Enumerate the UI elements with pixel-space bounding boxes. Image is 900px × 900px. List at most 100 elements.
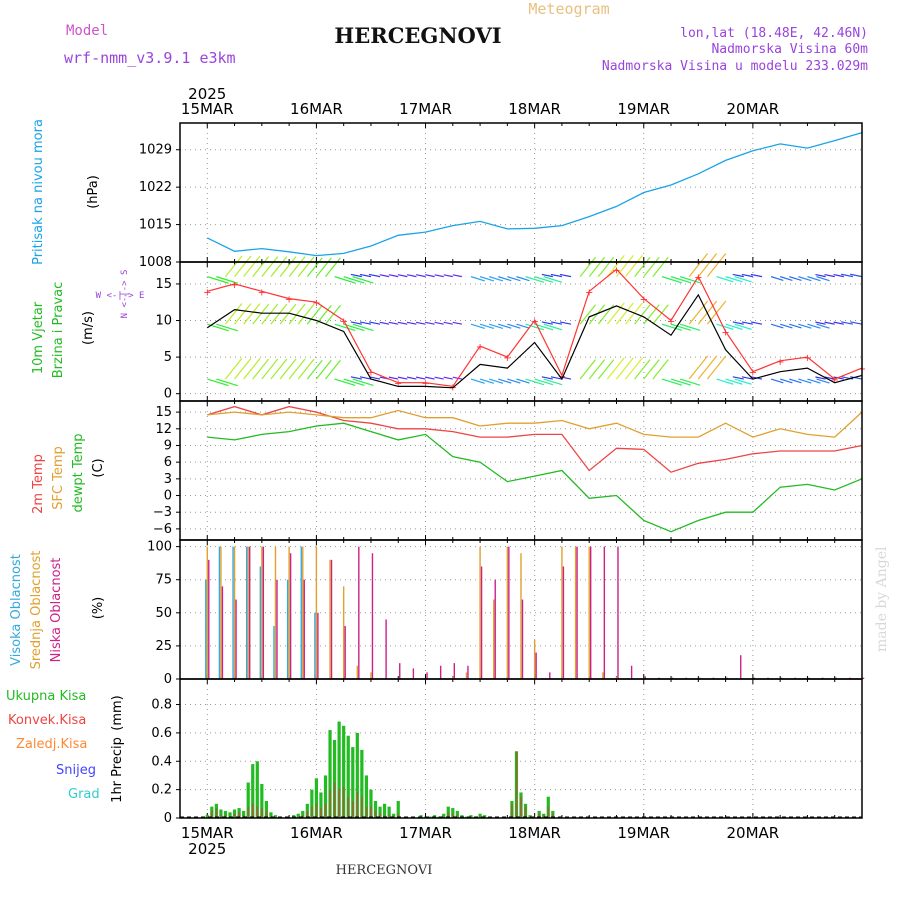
precip-conv-bar (306, 810, 309, 818)
wind-arrow (443, 321, 453, 325)
precip-conv-bar (379, 813, 381, 818)
precip-total-bar (205, 815, 209, 818)
wind-gust-marker: + (476, 342, 484, 353)
precip-conv-bar (342, 786, 345, 818)
wind-arrow (270, 303, 288, 325)
precip-title: 1hr Precip (110, 737, 125, 803)
wind-arrow (741, 321, 753, 325)
wind-arrow (224, 303, 243, 325)
y-tick-label: 0 (164, 672, 172, 687)
wind-arrow (732, 376, 744, 380)
wind-arrow (352, 276, 374, 284)
wind-arrow (279, 256, 297, 278)
precip-conv-bar (524, 806, 527, 818)
precip-legend-hail: Grad (68, 787, 100, 802)
wind-arrow (379, 321, 390, 325)
wind-arrow (789, 323, 802, 329)
precip-conv-bar (247, 806, 249, 818)
wind-arrow (415, 321, 426, 325)
wind-arrow (652, 256, 669, 278)
wind-arrow (833, 273, 844, 278)
precip-total-bar (314, 778, 318, 818)
y-tick-label: 3 (164, 472, 172, 487)
wind-arrow (359, 321, 372, 325)
precip-conv-bar (397, 813, 400, 818)
precip-conv-bar (351, 800, 354, 818)
precip-total-bar (351, 747, 355, 818)
wind-arrow (725, 276, 743, 283)
wind-arrow (824, 273, 835, 278)
wind-arrow (779, 323, 793, 329)
wind-arrow (679, 323, 701, 331)
precip-total-bar (260, 783, 264, 818)
precip-total-bar (273, 815, 278, 818)
precip-total-bar (246, 782, 250, 818)
wind-arrow (716, 276, 734, 283)
wind-arrow (368, 273, 381, 278)
wind-arrow (368, 321, 381, 325)
precip-legend-snow: Snijeg (56, 763, 96, 778)
panel-frame (179, 400, 863, 541)
wind-arrow (697, 355, 718, 380)
wind-arrow (425, 274, 435, 278)
y-tick-label: 0.4 (151, 754, 172, 769)
wind-arrow (824, 321, 835, 325)
precip-conv-bar (361, 796, 363, 818)
wind-arrow (541, 321, 553, 325)
precip-conv-bar (456, 815, 459, 818)
wind-arrow (734, 378, 752, 385)
wind-arrow (750, 321, 763, 325)
wind-arrow (588, 359, 606, 380)
wind-arrow (597, 256, 615, 278)
wind-arrow (550, 376, 563, 380)
wind-arrow (516, 276, 530, 282)
wind-arrow (732, 321, 744, 325)
precip-conv-bar (215, 808, 218, 818)
wind-arrow (643, 256, 660, 278)
wind-arrow (288, 256, 306, 278)
x-day-label-bottom: 18MAR (508, 824, 561, 842)
precip-conv-bar (547, 806, 550, 818)
wind-gust-marker: + (421, 379, 429, 390)
y-tick-label: 0 (164, 387, 172, 402)
wind-arrow (406, 274, 417, 278)
precip-total-bar (323, 775, 328, 818)
y-tick-label: 0.6 (151, 726, 172, 741)
y-tick-label: 1008 (139, 255, 172, 270)
precip-conv-bar (238, 812, 240, 818)
wind-arrow (498, 276, 512, 282)
x-day-label-bottom: 15MAR (181, 824, 234, 842)
x-day-label-bottom: 20MAR (727, 824, 780, 842)
wind-arrow (306, 257, 323, 278)
wind-arrow (334, 323, 356, 332)
wind-arrow (359, 273, 372, 278)
precip-total-bar (392, 813, 396, 818)
precip-total-bar (296, 813, 300, 818)
wind-arrow (452, 321, 463, 325)
wind-arrow (634, 359, 651, 380)
wind-gust-marker: + (558, 371, 566, 382)
precip-total-bar (360, 749, 364, 818)
precip-total-bar (342, 725, 346, 818)
wind-arrow (670, 276, 692, 284)
wind-arrow (388, 376, 399, 380)
wind-arrow (415, 376, 426, 380)
wind-arrow (734, 323, 752, 330)
precip-conv-bar (452, 813, 454, 818)
cloud-title-high: Visoka Oblacnost (9, 554, 24, 666)
wind-arrow (559, 273, 572, 278)
panel-frame (179, 678, 863, 819)
y-tick-label: 100 (147, 540, 172, 555)
wind-arrow (234, 303, 252, 325)
wind-arrow (343, 378, 365, 387)
plot-layer: 1008101510221029051015−6−303691215025507… (139, 85, 866, 858)
precip-total-bar (337, 721, 341, 818)
y-tick-label: 0 (164, 811, 172, 826)
precip-conv-bar (347, 796, 350, 818)
elevation-label: Nadmorska Visina 60m (711, 42, 868, 57)
wind-gust-marker: + (831, 375, 839, 386)
precip-conv-bar (520, 796, 522, 818)
precip-conv-bar (538, 813, 540, 818)
wind-arrow (616, 357, 634, 380)
wind-arrow (670, 378, 692, 386)
